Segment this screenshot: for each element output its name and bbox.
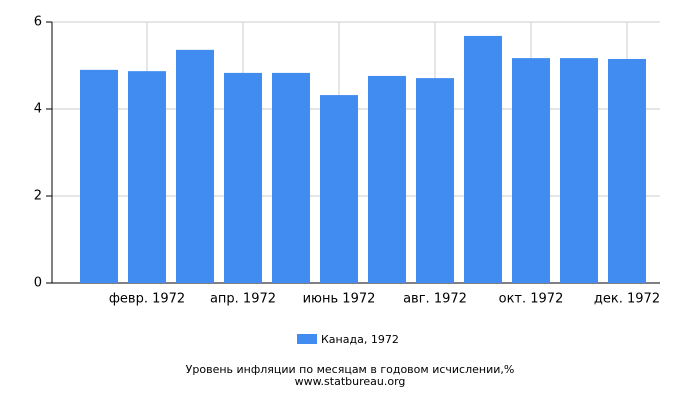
bar [512, 58, 550, 284]
bar [608, 58, 646, 283]
bar [320, 95, 358, 283]
bar [176, 49, 214, 284]
legend-swatch [297, 334, 317, 344]
x-tick-label: авг. 1972 [403, 292, 467, 307]
bar [368, 75, 406, 283]
x-tick-label: дек. 1972 [594, 292, 660, 307]
y-tick-label: 0 [34, 276, 42, 291]
bar [224, 72, 262, 284]
legend-label: Канада, 1972 [321, 333, 399, 346]
chart-title: Уровень инфляции по месяцам в годовом ис… [186, 363, 515, 376]
x-tick-label: февр. 1972 [109, 292, 185, 307]
y-tick-label: 6 [34, 15, 42, 30]
x-tick-label: июнь 1972 [303, 292, 376, 307]
y-tick-label: 2 [34, 189, 42, 204]
bar [128, 71, 166, 283]
source: www.statbureau.org [295, 375, 406, 388]
x-tick-label: апр. 1972 [210, 292, 276, 307]
bar [416, 78, 454, 284]
bar [80, 69, 118, 283]
bar [464, 35, 502, 283]
bar [560, 58, 598, 284]
x-tick-label: окт. 1972 [499, 292, 564, 307]
bar [272, 72, 310, 284]
y-tick-label: 4 [34, 102, 42, 117]
